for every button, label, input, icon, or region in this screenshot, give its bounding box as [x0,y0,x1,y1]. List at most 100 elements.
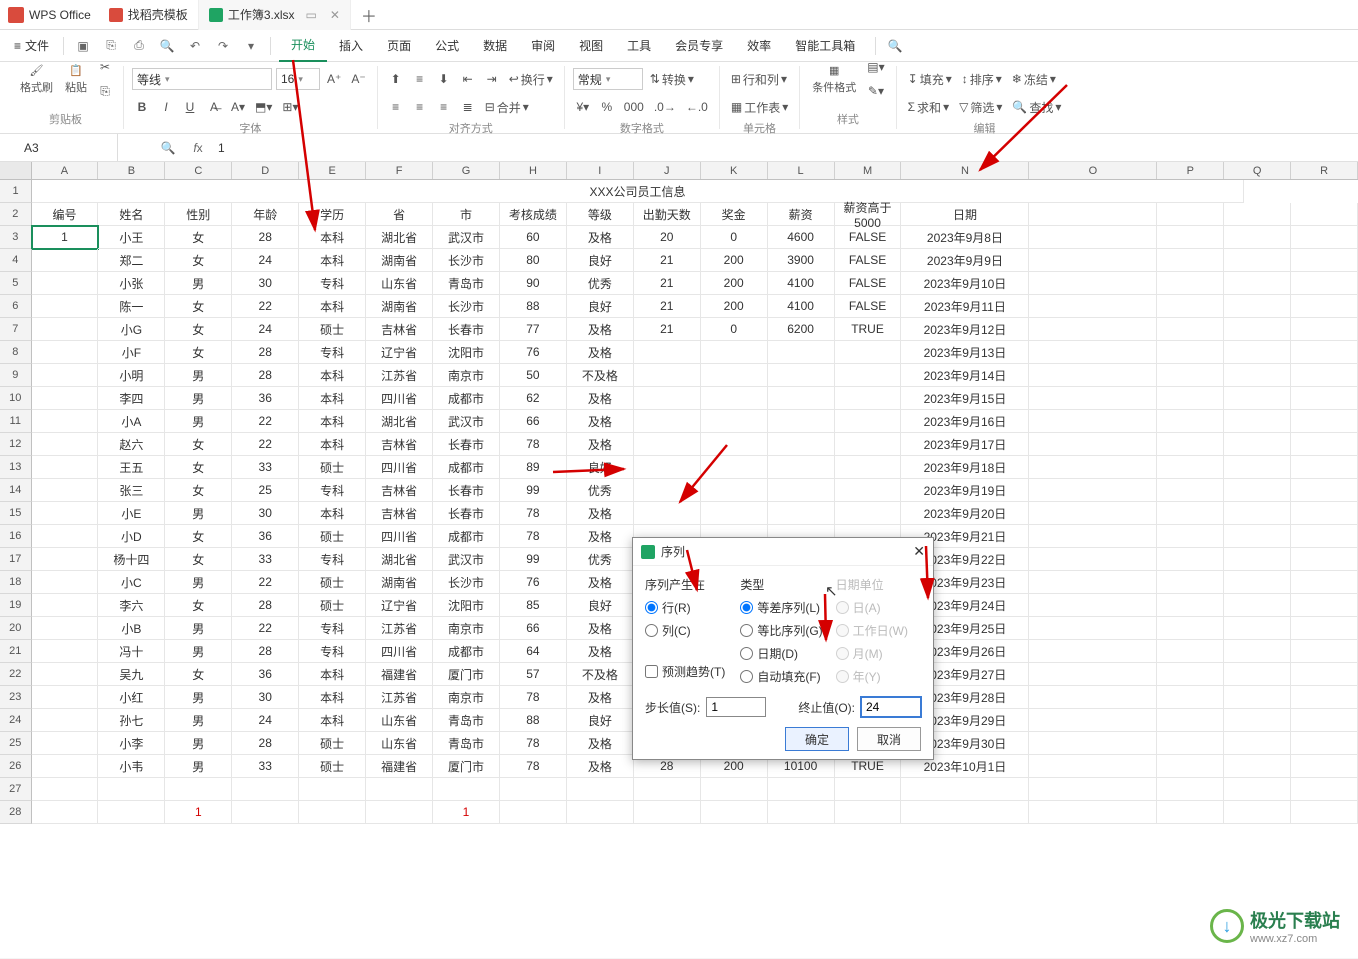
cell[interactable] [634,364,701,387]
cell[interactable] [835,410,902,433]
cell[interactable] [32,640,99,663]
row-head[interactable]: 18 [0,571,32,594]
menu-tab-10[interactable]: 智能工具箱 [783,30,867,62]
cell[interactable] [1291,226,1358,249]
cell[interactable] [1157,709,1224,732]
wrap-button[interactable]: ↩ 换行▾ [506,68,556,90]
cell[interactable] [1291,778,1358,801]
row-head[interactable]: 2 [0,203,32,226]
cell[interactable]: 厦门市 [433,663,500,686]
align-top-icon[interactable]: ⬆ [386,68,406,90]
cell[interactable] [1157,571,1224,594]
cell[interactable]: 及格 [567,686,634,709]
cell[interactable]: 沈阳市 [433,594,500,617]
cell[interactable]: 200 [701,272,768,295]
cell[interactable]: 南京市 [433,617,500,640]
menu-tab-2[interactable]: 页面 [375,30,423,62]
col-head[interactable]: A [32,162,99,179]
cell[interactable]: 2023年9月10日 [901,272,1029,295]
row-head[interactable]: 3 [0,226,32,249]
cell[interactable]: 1 [32,226,99,249]
cell[interactable]: 福建省 [366,663,433,686]
cell[interactable] [701,801,768,824]
cell[interactable]: 硕士 [299,571,366,594]
cell[interactable] [634,479,701,502]
radio-date[interactable]: 日期(D) [740,645,825,662]
cell[interactable] [1291,456,1358,479]
cell[interactable] [1291,801,1358,824]
cell[interactable] [1157,663,1224,686]
cell[interactable]: FALSE [835,272,902,295]
filter-button[interactable]: ▽ 筛选▾ [956,96,1005,118]
cell[interactable]: 及格 [567,226,634,249]
cell[interactable]: 女 [165,525,232,548]
cell[interactable]: 本科 [299,295,366,318]
cell[interactable] [32,456,99,479]
percent-icon[interactable]: % [597,96,617,118]
cell[interactable] [1224,571,1291,594]
cell[interactable] [768,341,835,364]
cell[interactable]: 省 [366,203,433,226]
cell[interactable]: 女 [165,295,232,318]
cell[interactable]: 江苏省 [366,686,433,709]
cell[interactable] [32,732,99,755]
cell[interactable]: 性别 [165,203,232,226]
cell[interactable] [1029,686,1157,709]
radio-row-input[interactable] [645,601,658,614]
cell[interactable] [1291,272,1358,295]
cell[interactable] [1291,755,1358,778]
cell[interactable]: 200 [701,249,768,272]
cell[interactable] [1224,226,1291,249]
cell[interactable] [1224,433,1291,456]
cell[interactable] [500,778,567,801]
sort-button[interactable]: ↕ 排序▾ [959,68,1005,90]
cell[interactable] [32,295,99,318]
row-head[interactable]: 24 [0,709,32,732]
cell[interactable]: 郑二 [98,249,165,272]
cell[interactable]: 33 [232,755,299,778]
cell[interactable] [1224,318,1291,341]
cell[interactable] [1157,732,1224,755]
save-icon[interactable]: ▣ [72,35,94,57]
copy-icon[interactable]: ⎘ [95,80,115,102]
cell[interactable]: 36 [232,387,299,410]
cell[interactable]: 本科 [299,709,366,732]
col-head[interactable]: G [433,162,500,179]
cell[interactable] [32,663,99,686]
col-head[interactable]: F [366,162,433,179]
cell[interactable] [1157,226,1224,249]
cell[interactable] [1029,226,1157,249]
cell[interactable]: 22 [232,295,299,318]
cell[interactable] [1029,433,1157,456]
cell[interactable]: 女 [165,226,232,249]
cell[interactable]: 33 [232,548,299,571]
cell[interactable]: 200 [701,295,768,318]
col-head[interactable]: R [1291,162,1358,179]
cell[interactable] [32,272,99,295]
cell[interactable]: 30 [232,272,299,295]
row-head[interactable]: 25 [0,732,32,755]
cell-style-icon[interactable]: ✎▾ [864,80,887,102]
cell[interactable] [1029,341,1157,364]
merge-button[interactable]: ⊟ 合并▾ [482,96,532,118]
cell[interactable]: 湖北省 [366,226,433,249]
row-head[interactable]: 4 [0,249,32,272]
cell[interactable] [1224,387,1291,410]
cell[interactable]: 2023年9月8日 [901,226,1029,249]
cell[interactable]: 南京市 [433,364,500,387]
cell[interactable]: 20 [634,226,701,249]
cell[interactable]: 2023年9月17日 [901,433,1029,456]
col-head[interactable]: I [567,162,634,179]
col-head[interactable]: N [901,162,1029,179]
radio-geo-input[interactable] [740,624,753,637]
cell[interactable]: 良好 [567,295,634,318]
row-head[interactable]: 27 [0,778,32,801]
cell[interactable] [1224,755,1291,778]
cell[interactable]: 吉林省 [366,502,433,525]
decrease-font-icon[interactable]: A⁻ [348,68,368,90]
indent-dec-icon[interactable]: ⇤ [458,68,478,90]
cell[interactable] [1224,249,1291,272]
cell[interactable]: 33 [232,456,299,479]
comma-icon[interactable]: 000 [621,96,647,118]
cell[interactable]: 小C [98,571,165,594]
